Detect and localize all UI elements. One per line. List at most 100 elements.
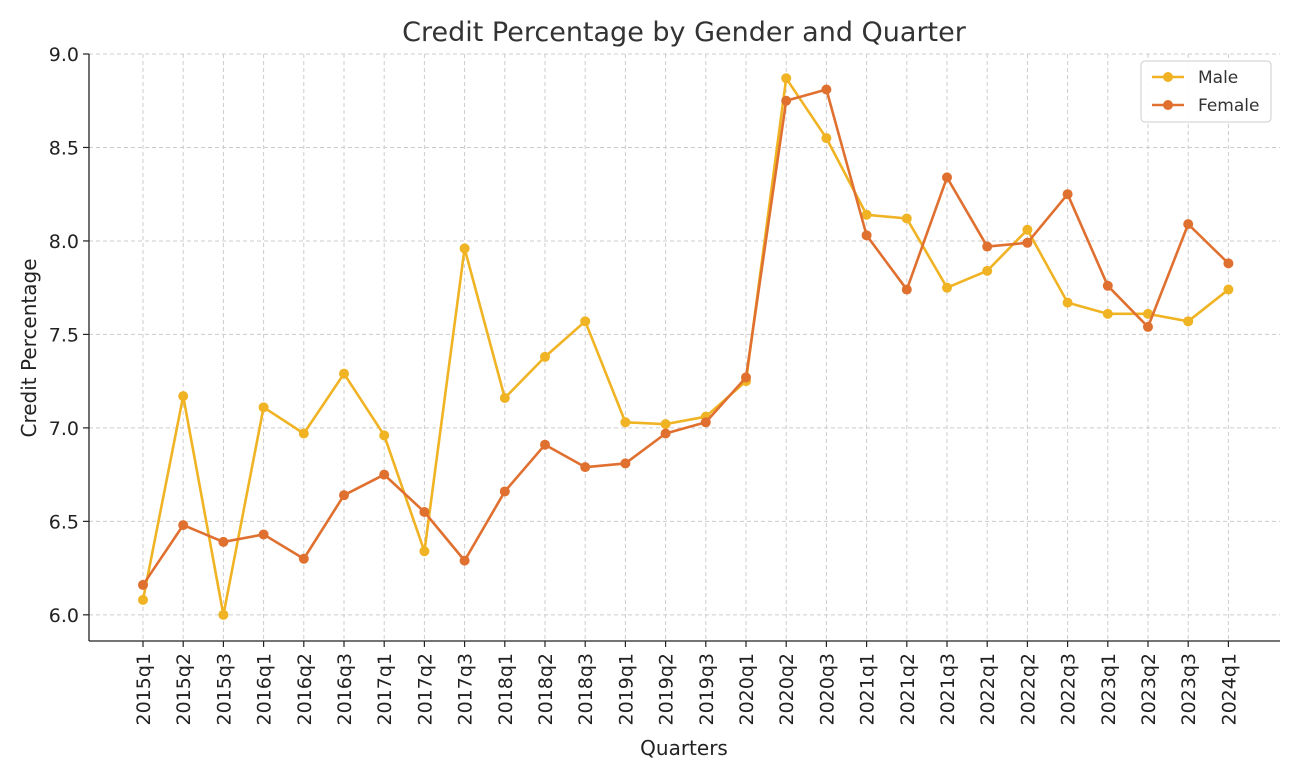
x-tick-label: 2016q3 (334, 653, 356, 726)
x-tick-label: 2017q2 (414, 653, 436, 726)
x-tick-label: 2017q3 (455, 653, 477, 726)
data-point-male (861, 209, 872, 220)
x-tick-label: 2023q2 (1138, 653, 1160, 726)
x-axis-label: Quarters (640, 736, 728, 760)
y-tick-label: 7.5 (49, 324, 79, 346)
data-point-female (459, 555, 470, 566)
data-point-female (379, 469, 390, 480)
x-tick-label: 2018q2 (535, 653, 557, 726)
x-tick-label: 2015q1 (133, 653, 155, 726)
x-tick-label: 2016q1 (254, 653, 276, 726)
y-tick-label: 7.0 (49, 418, 79, 440)
series-line-female (141, 88, 1230, 586)
data-point-female (982, 241, 993, 252)
series-female (138, 84, 1234, 590)
data-point-male (459, 243, 470, 254)
x-tick-label: 2019q3 (696, 653, 718, 726)
data-point-male (540, 351, 550, 362)
x-tick-label: 2022q1 (977, 653, 999, 726)
data-point-male (258, 402, 269, 413)
data-point-male (660, 419, 671, 430)
x-tick-label: 2022q2 (1017, 653, 1039, 726)
data-point-male (419, 546, 430, 557)
data-point-female (339, 490, 349, 501)
y-tick-label: 9.0 (49, 44, 79, 66)
y-axis-label: Credit Percentage (17, 258, 41, 437)
data-point-male (138, 594, 148, 605)
data-point-male (982, 265, 993, 276)
data-point-female (178, 520, 189, 531)
x-tick-label: 2021q2 (897, 653, 919, 726)
x-tick-label: 2019q2 (656, 653, 678, 726)
data-point-male (942, 282, 952, 293)
x-tick-label: 2016q2 (294, 653, 316, 726)
y-tick-label: 8.0 (49, 231, 79, 253)
data-point-female (258, 529, 269, 540)
legend-marker-female (1163, 100, 1173, 110)
data-point-male (781, 73, 792, 84)
grid (89, 53, 1280, 641)
data-point-female (901, 284, 912, 295)
data-point-female (138, 579, 148, 590)
series-layer (138, 73, 1234, 620)
data-point-male (1062, 297, 1073, 308)
chart-title: Credit Percentage by Gender and Quarter (402, 17, 967, 48)
data-point-male (1022, 224, 1033, 235)
data-point-female (218, 536, 229, 547)
legend-label-female: Female (1198, 96, 1259, 116)
data-point-female (1223, 258, 1234, 269)
series-line-male (141, 77, 1230, 617)
data-point-female (660, 428, 671, 439)
y-tick-label: 8.5 (49, 137, 79, 159)
x-tick-label: 2022q3 (1058, 653, 1080, 726)
data-point-male (218, 609, 229, 620)
data-point-male (1223, 284, 1234, 295)
data-point-female (821, 84, 832, 95)
data-point-male (1102, 308, 1113, 319)
x-tick-label: 2021q1 (857, 653, 879, 726)
data-point-male (821, 133, 832, 144)
y-tick-label: 6.5 (49, 511, 79, 533)
data-point-female (942, 172, 952, 183)
data-point-female (741, 372, 751, 383)
data-point-male (901, 213, 912, 224)
x-tick-label: 2023q1 (1098, 653, 1120, 726)
x-tick-label: 2023q3 (1178, 653, 1200, 726)
x-tick-label: 2019q1 (615, 653, 637, 726)
x-tick-label: 2020q1 (736, 653, 758, 726)
data-point-female (1102, 280, 1113, 291)
data-point-male (298, 428, 309, 439)
x-tick-label: 2018q3 (575, 653, 597, 726)
data-point-female (1183, 219, 1194, 230)
x-tick-label: 2015q2 (173, 653, 195, 726)
data-point-male (1183, 316, 1194, 327)
x-tick-label: 2020q3 (816, 653, 838, 726)
data-point-female (1143, 321, 1153, 332)
x-axis-ticks: 2015q1 2015q2 2015q3 2016q1 2016q2 2016q3 2017… (133, 641, 1240, 726)
x-tick-label: 2021q3 (937, 653, 959, 726)
data-point-female (580, 462, 591, 473)
data-point-female (861, 230, 872, 241)
data-point-female (419, 507, 430, 518)
series-male (138, 73, 1234, 620)
data-point-male (620, 417, 631, 428)
data-point-female (700, 417, 711, 428)
data-point-female (540, 439, 550, 450)
data-point-male (580, 316, 591, 327)
data-point-female (781, 95, 792, 106)
data-point-male (499, 392, 510, 403)
x-tick-label: 2015q3 (213, 653, 235, 726)
data-point-female (499, 486, 510, 497)
x-tick-label: 2018q1 (495, 653, 517, 726)
axes (88, 54, 1280, 642)
legend: Male Female (1140, 60, 1272, 123)
data-point-male (1143, 308, 1153, 319)
legend-marker-male (1163, 72, 1173, 82)
x-tick-label: 2020q2 (776, 653, 798, 726)
x-tick-label: 2017q1 (374, 653, 396, 726)
data-point-female (620, 458, 631, 469)
data-point-female (298, 553, 309, 564)
data-point-male (339, 368, 349, 379)
data-point-male (178, 391, 189, 402)
